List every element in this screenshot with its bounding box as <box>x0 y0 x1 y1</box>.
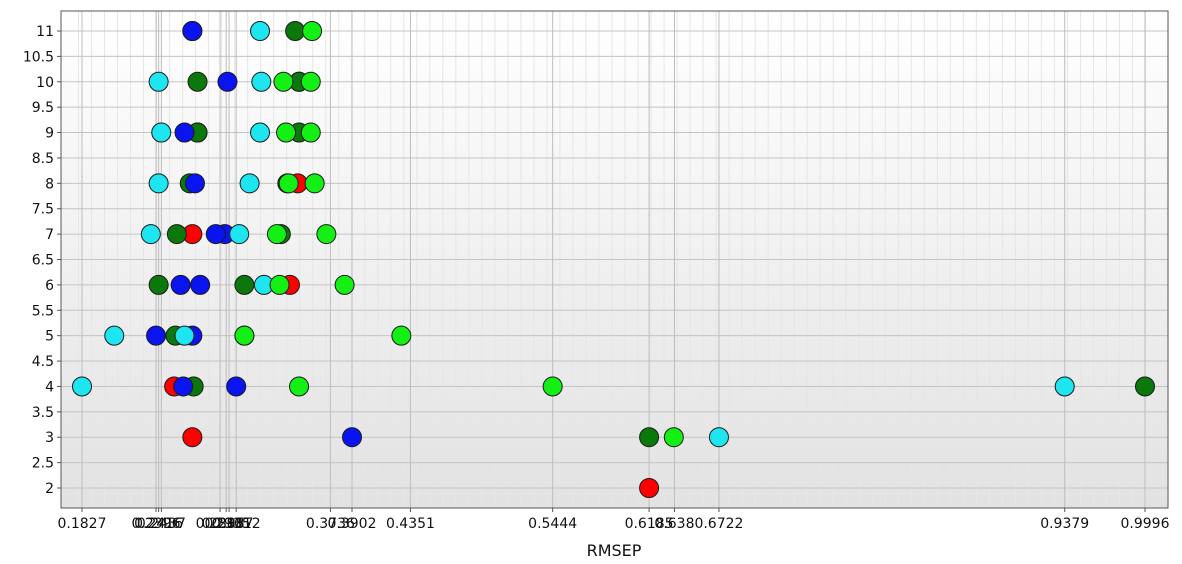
cyan-point <box>151 122 172 143</box>
dark-green-point <box>148 274 169 295</box>
x-tick-label: 0.4351 <box>386 516 435 532</box>
dark-green-point <box>1135 376 1155 397</box>
cyan-point <box>250 21 271 41</box>
y-axis-ticks: 2 2.5 3 3.5 4 4.5 5 5.5 6 6.5 7 7.5 8 8.5 9 9.5 10 10.5 11 <box>23 24 61 497</box>
y-tick-label: 9 <box>45 126 54 142</box>
x-tick-label: 0.5444 <box>528 516 577 532</box>
y-tick-label: 3.5 <box>32 405 54 421</box>
cyan-point <box>148 173 169 194</box>
blue-point <box>342 427 363 448</box>
blue-point <box>184 173 205 194</box>
green-point <box>300 122 321 143</box>
y-tick-label: 6 <box>45 278 54 294</box>
cyan-point <box>72 376 92 397</box>
green-point <box>304 173 325 194</box>
cyan-point <box>174 325 195 346</box>
green-point <box>289 376 310 397</box>
y-tick-label: 8.5 <box>32 151 54 167</box>
dark-green-point <box>166 224 187 245</box>
x-tick-label: 0.1827 <box>58 516 107 532</box>
x-tick-label: 0.6185 <box>625 516 674 532</box>
y-tick-label: 9.5 <box>32 100 54 116</box>
cyan-point <box>104 325 125 346</box>
dark-green-point <box>187 71 208 92</box>
y-tick-label: 4.5 <box>32 354 54 370</box>
y-tick-label: 5.5 <box>32 303 54 319</box>
x-tick-label: 0.6722 <box>694 516 743 532</box>
green-point <box>302 21 323 41</box>
y-tick-label: 5 <box>45 329 54 345</box>
blue-point <box>226 376 247 397</box>
cyan-point <box>1054 376 1075 397</box>
green-point <box>300 71 321 92</box>
green-point <box>269 274 290 295</box>
blue-point <box>182 21 203 41</box>
x-tick-label: 0.638 <box>654 516 694 532</box>
red-point <box>182 427 203 448</box>
blue-point <box>173 376 194 397</box>
dark-green-point <box>234 274 255 295</box>
y-tick-label: 10 <box>36 75 54 91</box>
y-tick-label: 10.5 <box>23 49 54 65</box>
y-tick-label: 6.5 <box>32 253 54 269</box>
x-tick-label: 0.3902 <box>328 516 377 532</box>
x-tick-label: 0.2437 <box>137 516 186 532</box>
x-tick-label: 0.2957 <box>205 516 254 532</box>
green-point <box>663 427 684 448</box>
blue-point <box>170 274 191 295</box>
blue-point <box>205 224 226 245</box>
x-tick-label: 0.2416 <box>134 516 183 532</box>
y-tick-label: 7.5 <box>32 202 54 218</box>
green-point <box>273 71 294 92</box>
blue-point <box>146 325 167 346</box>
cyan-point <box>708 427 729 448</box>
blue-point <box>217 71 238 92</box>
green-point <box>391 325 412 346</box>
green-point <box>316 224 337 245</box>
green-point <box>542 376 563 397</box>
red-point <box>639 478 660 498</box>
dark-green-point <box>639 427 660 448</box>
dark-green-point <box>285 21 306 41</box>
x-tick-label: 0.9996 <box>1121 516 1170 532</box>
cyan-point <box>250 122 271 143</box>
x-tick-label: 0.9379 <box>1040 516 1089 532</box>
green-point <box>266 224 287 245</box>
major-gridlines <box>61 11 1168 508</box>
cyan-point <box>251 71 272 92</box>
cyan-point <box>239 173 260 194</box>
x-tick-label: 0.3736 <box>306 516 355 532</box>
cyan-point <box>148 71 169 92</box>
green-point <box>278 173 299 194</box>
y-tick-label: 2.5 <box>32 456 54 472</box>
green-point <box>234 325 255 346</box>
y-tick-label: 2 <box>45 481 54 497</box>
blue-point <box>190 274 211 295</box>
x-axis-label: RMSEP <box>587 541 642 560</box>
cyan-point <box>229 224 250 245</box>
y-tick-label: 8 <box>45 176 54 192</box>
x-tick-label: 0.2888 <box>196 516 245 532</box>
y-tick-label: 4 <box>45 379 54 395</box>
green-point <box>276 122 297 143</box>
x-tick-label: 0.3012 <box>212 516 261 532</box>
y-tick-label: 7 <box>45 227 54 243</box>
blue-point <box>174 122 195 143</box>
cyan-point <box>140 224 161 245</box>
green-point <box>334 274 355 295</box>
y-tick-label: 11 <box>36 24 54 40</box>
x-tick-label: 0.2935 <box>202 516 251 532</box>
y-tick-label: 3 <box>45 430 54 446</box>
x-tick-label: 0.2396 <box>132 516 181 532</box>
data-points <box>72 21 1155 498</box>
